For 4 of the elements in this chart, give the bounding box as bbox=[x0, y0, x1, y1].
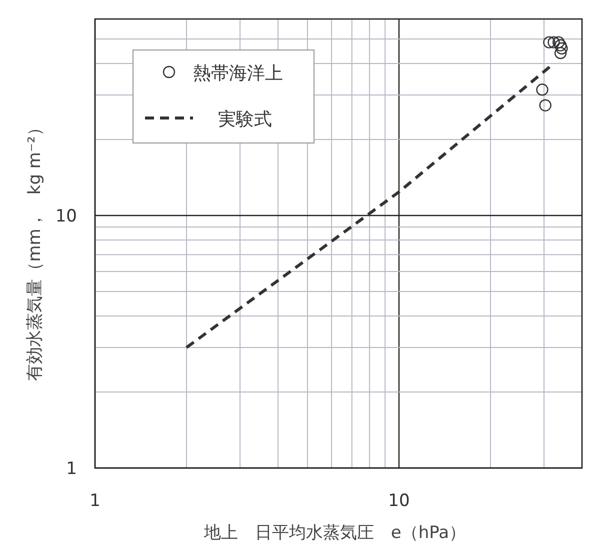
y-axis-title: 有効水蒸気量（mm， kg m⁻²） bbox=[25, 119, 45, 381]
legend-label: 熱帯海洋上 bbox=[193, 63, 283, 84]
x-axis-title: 地上 日平均水蒸気圧 e（hPa） bbox=[202, 523, 466, 543]
legend-label: 実験式 bbox=[218, 109, 272, 130]
